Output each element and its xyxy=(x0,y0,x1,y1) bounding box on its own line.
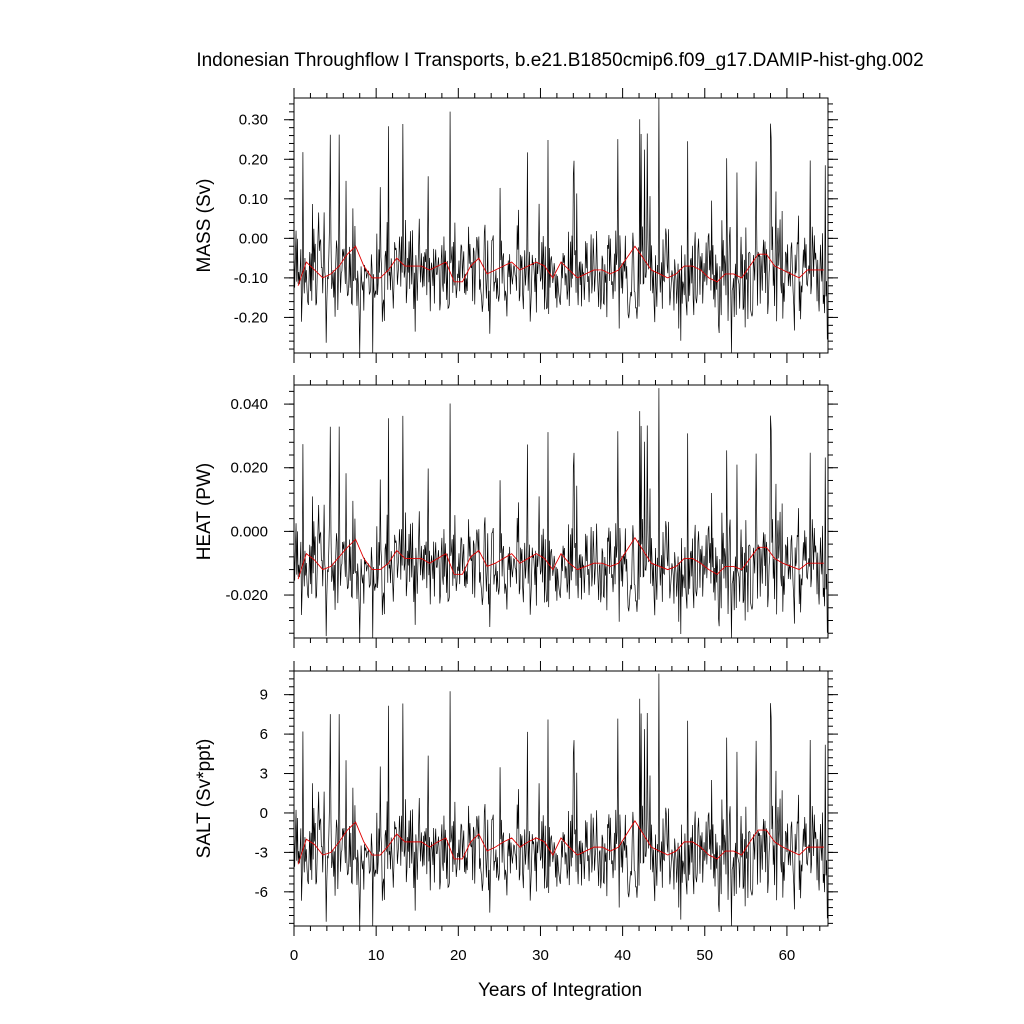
chart-title: Indonesian Throughflow I Transports, b.e… xyxy=(196,50,923,71)
y-tick-label-heat: 0.040 xyxy=(230,396,268,413)
y-tick-label-mass: -0.10 xyxy=(234,270,268,287)
x-axis-label: Years of Integration xyxy=(478,980,642,1001)
plot-frame-mass xyxy=(293,97,829,354)
panels-layer: 0.30 0.20 0.10 0.00 -0.10 -0.20 MASS (Sv) 0.040… xyxy=(194,88,838,964)
panel-heat: 0.040 0.020 0.000 -0.020 HEAT (PW) xyxy=(194,375,838,648)
series-annual-mean-heat xyxy=(297,536,824,580)
x-tick-label: 50 xyxy=(696,947,713,964)
plot-frame-salt xyxy=(293,670,829,927)
x-tick-label: 30 xyxy=(532,947,549,964)
series-annual-mean-mass xyxy=(297,245,824,286)
x-tick-label: 60 xyxy=(779,947,796,964)
y-tick-label-mass: 0.00 xyxy=(239,230,268,247)
y-tick-label-salt: 6 xyxy=(260,726,268,743)
series-monthly-salt xyxy=(293,673,828,927)
series-annual-mean-salt xyxy=(297,820,824,865)
y-tick-label-salt: 9 xyxy=(260,687,268,704)
x-tick-label: 20 xyxy=(450,947,467,964)
y-axis-label-salt: SALT (Sv*ppt) xyxy=(194,739,215,859)
x-tick-label: 10 xyxy=(368,947,385,964)
y-tick-label-heat: -0.020 xyxy=(225,587,268,604)
y-tick-label-mass: -0.20 xyxy=(234,309,268,326)
y-axis-label-heat: HEAT (PW) xyxy=(194,463,215,560)
x-tick-label: 40 xyxy=(614,947,631,964)
y-tick-label-salt: -3 xyxy=(255,844,268,861)
y-tick-label-heat: 0.000 xyxy=(230,523,268,540)
x-tick-label: 0 xyxy=(290,947,298,964)
y-axis-label-mass: MASS (Sv) xyxy=(194,179,215,273)
plot-frame-heat xyxy=(293,384,829,639)
series-monthly-heat xyxy=(293,388,828,639)
y-tick-label-salt: -6 xyxy=(255,884,268,901)
y-tick-label-salt: 3 xyxy=(260,766,268,783)
y-tick-label-mass: 0.10 xyxy=(239,191,268,208)
panel-mass: 0.30 0.20 0.10 0.00 -0.10 -0.20 MASS (Sv) xyxy=(194,88,838,363)
y-tick-label-salt: 0 xyxy=(260,805,268,822)
y-tick-label-heat: 0.020 xyxy=(230,460,268,477)
y-tick-label-mass: 0.30 xyxy=(239,112,268,129)
series-monthly-mass xyxy=(293,97,828,354)
y-tick-label-mass: 0.20 xyxy=(239,151,268,168)
